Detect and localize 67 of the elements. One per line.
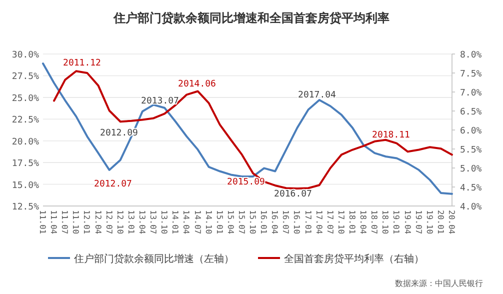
annotation: 2014.06 bbox=[178, 80, 216, 90]
y2-tick-label: 6.0% bbox=[460, 126, 482, 136]
x-tick-label: 14.01 bbox=[170, 210, 180, 234]
y2-tick-label: 4.0% bbox=[460, 202, 482, 212]
y-tick-label: 12.5% bbox=[12, 202, 40, 212]
annotation: 2013.07 bbox=[141, 96, 179, 106]
x-tick-label: 18.10 bbox=[380, 210, 390, 234]
annotation: 2012.07 bbox=[94, 180, 132, 190]
x-tick-label: 12.01 bbox=[82, 210, 92, 234]
y-tick-label: 22.5% bbox=[12, 116, 40, 126]
x-tick-label: 11.01 bbox=[38, 210, 47, 234]
y-tick-label: 25.0% bbox=[12, 94, 40, 104]
annotation: 2016.07 bbox=[274, 190, 312, 200]
y2-tick-label: 7.5% bbox=[460, 70, 482, 80]
annotation: 2011.12 bbox=[63, 58, 101, 68]
y2-tick-label: 4.5% bbox=[460, 184, 482, 194]
x-tick-label: 11.04 bbox=[49, 210, 58, 234]
legend-label: 住户部门贷款余额同比增速（左轴） bbox=[74, 253, 234, 265]
y-tick-label: 27.5% bbox=[12, 72, 40, 82]
x-tick-label: 15.01 bbox=[214, 210, 224, 234]
x-tick-label: 17.04 bbox=[314, 210, 324, 234]
x-tick-label: 12.10 bbox=[115, 210, 124, 234]
y2-tick-label: 5.0% bbox=[460, 164, 482, 174]
y2-tick-label: 8.0% bbox=[460, 50, 482, 60]
x-tick-label: 16.07 bbox=[281, 210, 290, 234]
y2-tick-label: 5.5% bbox=[460, 146, 482, 156]
x-tick-label: 15.04 bbox=[226, 210, 235, 234]
y-tick-label: 15.0% bbox=[12, 180, 40, 191]
annotation: 2015.09 bbox=[227, 178, 265, 188]
y-tick-label: 30.0% bbox=[12, 50, 40, 60]
x-tick-label: 14.10 bbox=[204, 210, 213, 234]
x-tick-label: 13.07 bbox=[148, 210, 158, 234]
x-tick-label: 19.04 bbox=[402, 210, 412, 234]
x-tick-label: 11.10 bbox=[71, 210, 80, 234]
x-tick-label: 16.01 bbox=[259, 210, 268, 234]
x-tick-label: 19.07 bbox=[414, 210, 423, 234]
x-tick-label: 13.04 bbox=[137, 210, 146, 234]
x-tick-label: 20.01 bbox=[436, 210, 445, 234]
x-tick-label: 13.10 bbox=[160, 210, 169, 234]
x-tick-label: 16.04 bbox=[270, 210, 280, 234]
y2-tick-label: 7.0% bbox=[460, 88, 482, 98]
x-tick-label: 17.01 bbox=[303, 210, 312, 234]
legend-label: 全国首套房贷平均利率（右轴） bbox=[284, 253, 424, 265]
y-tick-label: 20.0% bbox=[12, 137, 40, 148]
x-tick-label: 13.01 bbox=[126, 210, 136, 234]
x-tick-label: 16.10 bbox=[292, 210, 302, 234]
y2-tick-label: 6.5% bbox=[460, 108, 482, 118]
x-tick-label: 20.04 bbox=[447, 210, 456, 234]
x-tick-label: 19.10 bbox=[424, 210, 434, 234]
source-note: 数据来源：中国人民银行 bbox=[395, 279, 483, 288]
x-tick-label: 19.01 bbox=[392, 210, 401, 234]
chart-title: 住户部门贷款余额同比增速和全国首套房贷平均利率 bbox=[112, 11, 390, 25]
x-tick-label: 14.04 bbox=[182, 210, 191, 234]
x-tick-label: 11.07 bbox=[60, 210, 70, 234]
x-tick-label: 12.07 bbox=[104, 210, 114, 234]
x-tick-label: 12.04 bbox=[93, 210, 102, 234]
x-tick-label: 18.07 bbox=[370, 210, 379, 234]
x-tick-label: 15.07 bbox=[236, 210, 246, 234]
x-tick-label: 14.07 bbox=[192, 210, 202, 234]
annotation: 2018.11 bbox=[372, 130, 410, 140]
x-tick-label: 17.07 bbox=[325, 210, 334, 234]
annotation: 2017.04 bbox=[298, 90, 336, 100]
x-tick-label: 18.01 bbox=[348, 210, 357, 234]
x-tick-label: 17.10 bbox=[336, 210, 346, 234]
x-tick-label: 18.04 bbox=[358, 210, 368, 234]
x-tick-label: 15.10 bbox=[248, 210, 258, 234]
y-tick-label: 17.5% bbox=[12, 159, 40, 170]
